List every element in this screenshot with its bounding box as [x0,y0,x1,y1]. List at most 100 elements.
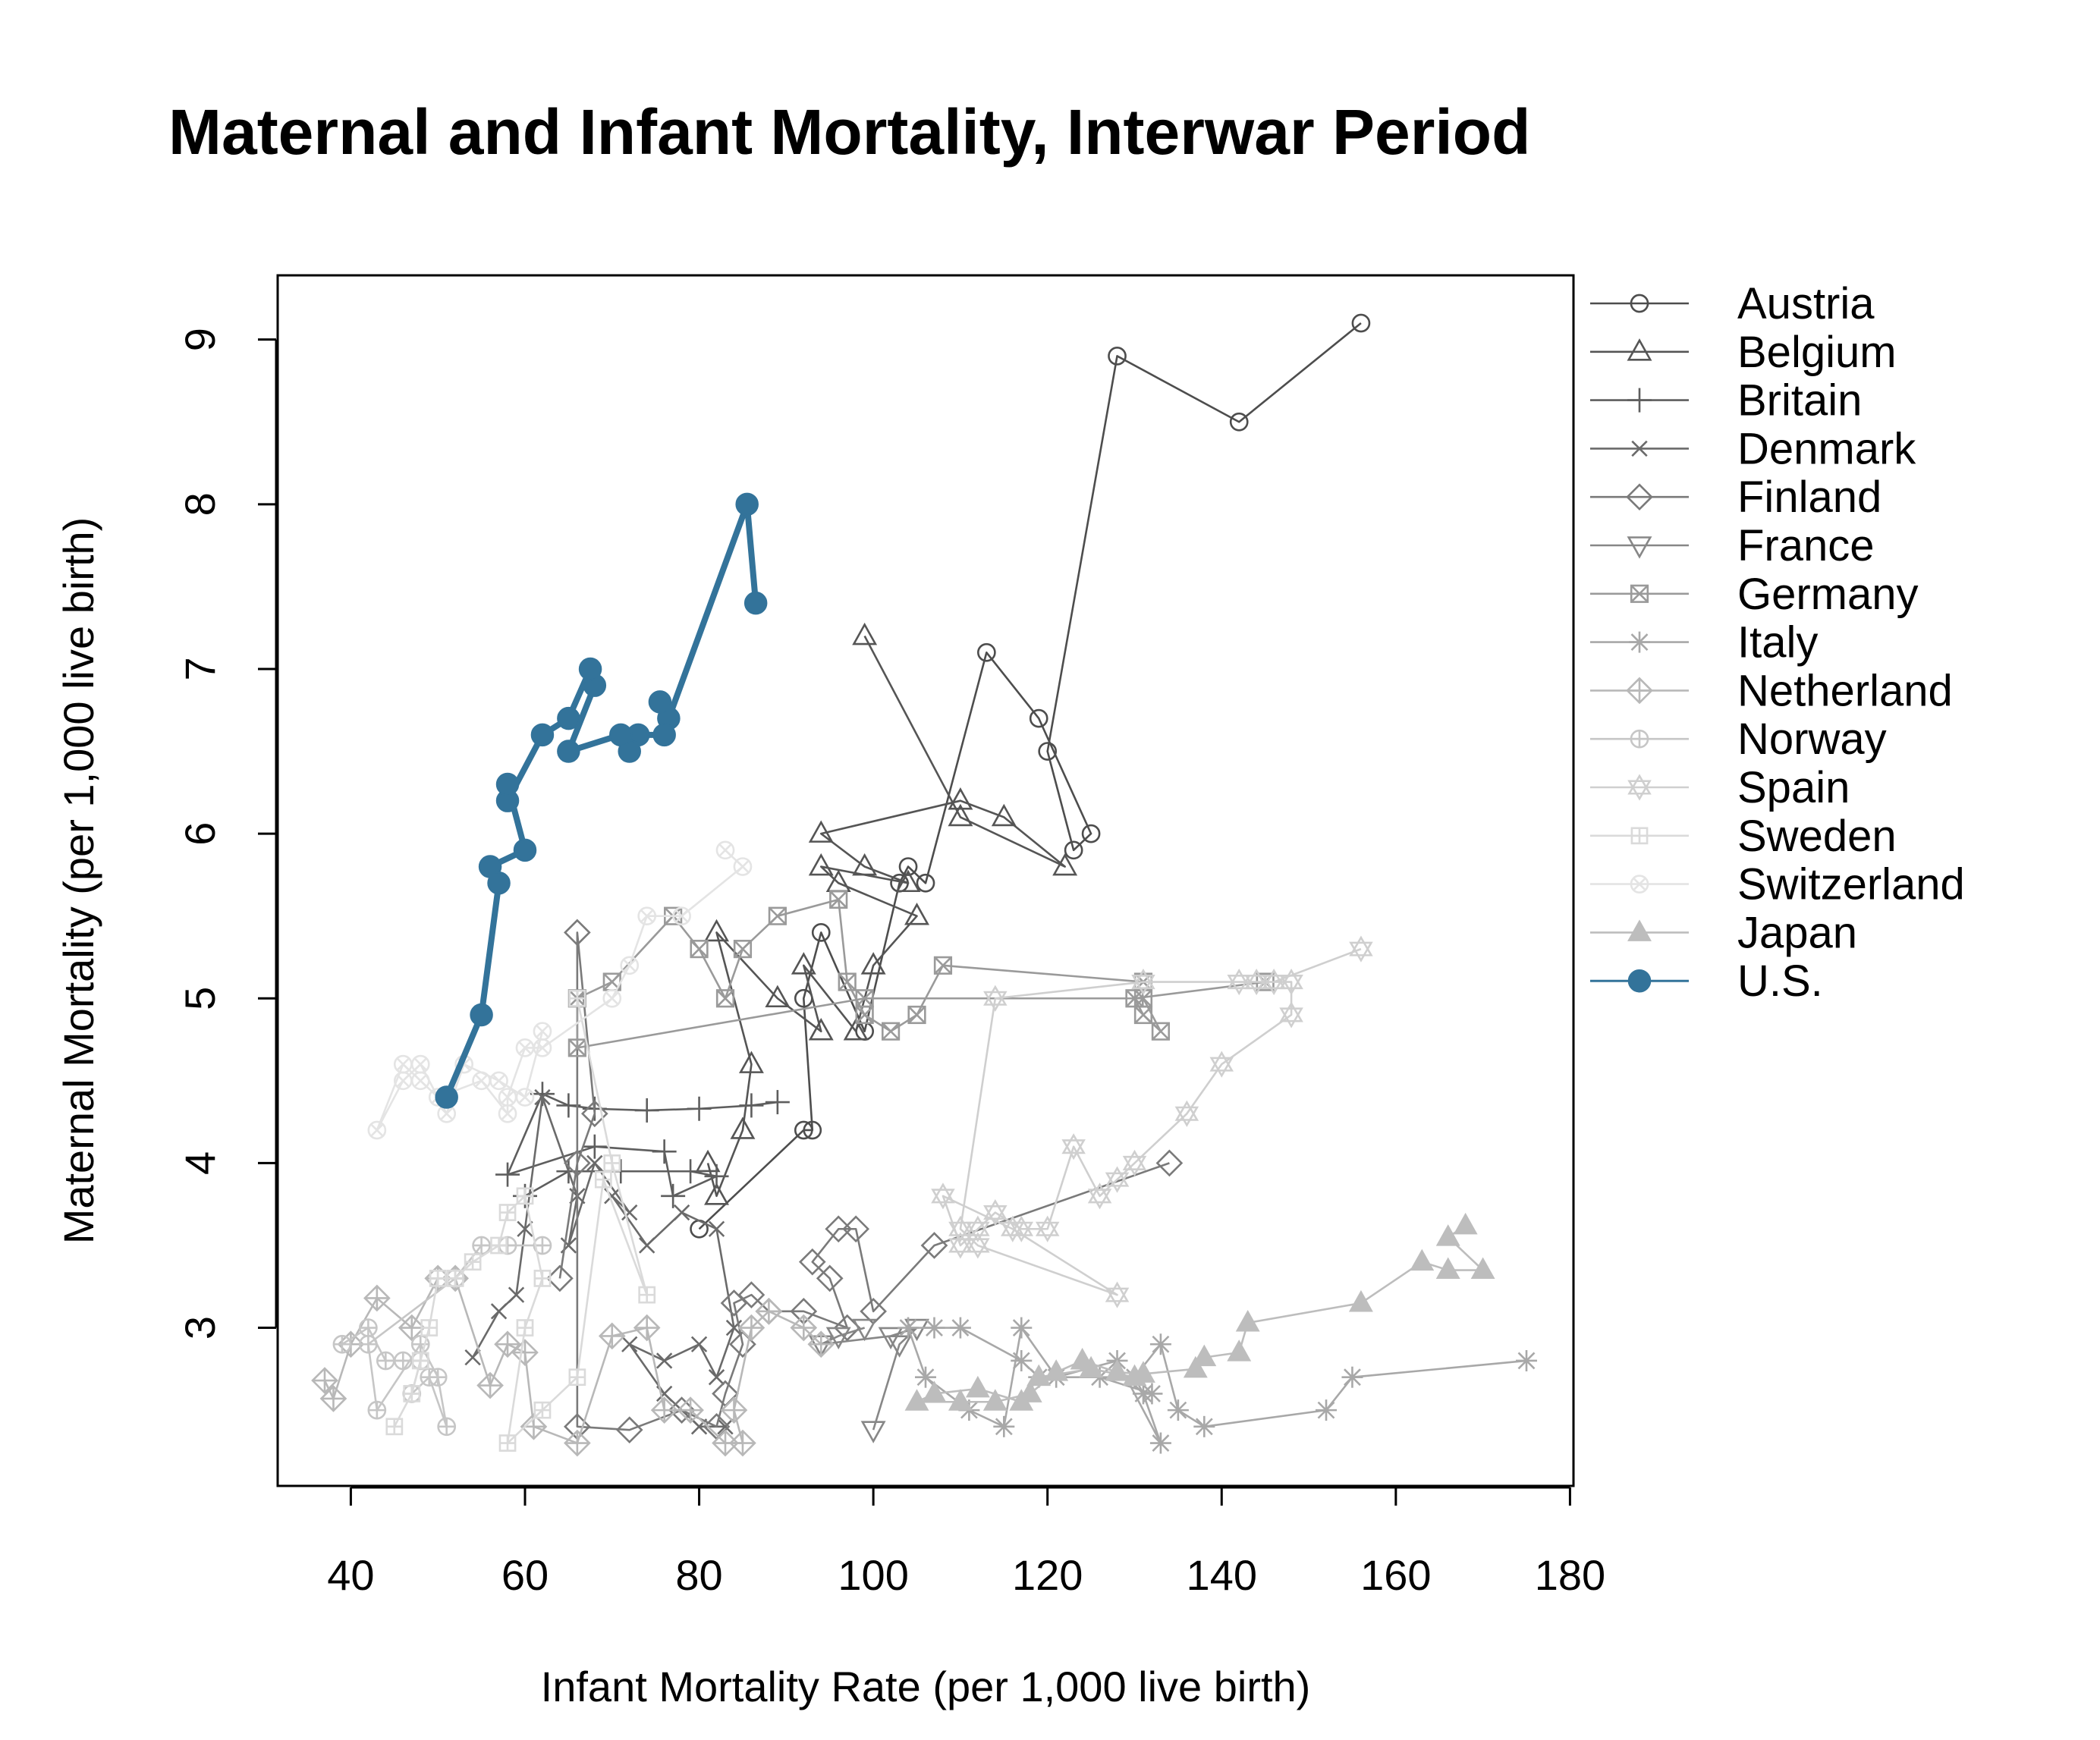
legend-marker-norway [1630,729,1649,749]
data-point-u-s [487,872,511,895]
data-point-belgium [730,1117,756,1139]
data-point-britain [687,1096,712,1121]
data-point-switzerland [515,1088,535,1107]
legend-item-austria: Austria [1590,279,1875,328]
data-point-spain [1279,968,1303,996]
legend-item-denmark: Denmark [1590,424,1916,473]
legend-label: Spain [1737,763,1850,812]
data-point-sweden [568,989,586,1007]
data-point-germany [690,940,709,959]
data-point-norway [428,1368,448,1387]
data-point-denmark [673,1204,690,1221]
data-point-germany [1151,1022,1171,1041]
data-point-japan [904,1389,929,1411]
data-point-norway [437,1417,457,1437]
data-point-denmark [639,1237,655,1254]
data-point-germany [838,972,857,991]
data-point-spain [1105,1281,1130,1308]
data-point-netherland [755,1297,783,1325]
data-point-u-s [513,838,537,862]
data-point-u-s [735,492,759,517]
legend-label: Norway [1737,715,1887,764]
data-point-spain [1087,1183,1112,1210]
data-point-italy [1341,1366,1363,1388]
data-point-sweden [420,1319,439,1336]
data-point-sweden [594,1170,612,1189]
data-point-austria [803,1120,822,1140]
series-japan [904,1212,1495,1411]
data-point-norway [472,1236,491,1255]
data-point-netherland [511,1339,539,1366]
series-italy [898,1317,1538,1454]
data-point-u-s [435,1085,458,1109]
data-point-finland [720,1289,748,1317]
data-point-spain [1105,1166,1130,1193]
data-point-austria [916,873,935,893]
data-point-austria [898,857,918,876]
data-point-finland [920,1232,948,1259]
data-point-norway [359,1318,378,1337]
data-point-italy [1193,1415,1215,1437]
data-point-finland [798,1248,826,1276]
legend-marker-belgium [1627,338,1652,361]
legend-label: Switzerland [1737,860,1965,909]
data-point-netherland [790,1314,818,1342]
legend-item-italy: Italy [1590,618,1818,667]
legend-marker-britain [1627,388,1652,413]
data-point-france [887,1335,913,1358]
data-point-denmark [586,1154,603,1172]
data-point-japan [1453,1212,1478,1235]
data-point-denmark [621,1336,638,1352]
data-point-japan [1079,1355,1104,1378]
data-point-spain [1061,1133,1086,1161]
data-point-belgium [904,903,929,925]
data-point-switzerland [393,1071,413,1091]
data-point-switzerland [489,1071,508,1091]
data-point-austria [1351,313,1371,333]
data-point-italy [1141,1383,1163,1405]
data-point-netherland [677,1396,704,1424]
data-point-u-s [648,690,672,714]
data-point-finland [546,1264,574,1292]
legend-label: U.S. [1737,956,1823,1006]
data-point-switzerland [602,988,622,1008]
data-point-france [878,1327,904,1350]
y-tick-label: 3 [176,1316,224,1340]
data-point-sweden [603,1154,621,1172]
data-point-spain [966,1232,990,1259]
data-point-germany [933,956,953,975]
data-point-denmark [708,1369,725,1386]
data-point-netherland [650,1396,678,1424]
data-point-italy [898,1317,920,1339]
legend-item-sweden: Sweden [1590,812,1897,861]
x-tick-label: 100 [838,1551,908,1599]
legend-marker-denmark [1631,440,1648,457]
data-point-spain [1262,968,1286,996]
data-point-japan [1227,1340,1252,1362]
legend-item-spain: Spain [1590,763,1850,812]
plot-series [311,313,1538,1457]
series-line-austria [698,322,1362,1230]
series-line-u-s [443,501,759,1099]
data-point-switzerland [472,1071,491,1091]
data-point-denmark [708,1220,725,1237]
data-point-spain [1279,1001,1303,1029]
legend-item-germany: Germany [1590,570,1919,619]
data-point-belgium [948,787,973,810]
data-point-netherland [807,1330,835,1358]
series-u-s [435,492,768,1109]
legend-marker-switzerland [1630,875,1649,894]
y-tick-label: 5 [176,987,224,1010]
data-point-switzerland [410,1071,430,1091]
data-point-italy [1167,1399,1189,1421]
data-point-japan [1183,1355,1208,1378]
data-point-sweden [568,1368,586,1387]
x-tick-label: 120 [1012,1551,1083,1599]
data-point-sweden [638,1286,656,1304]
data-point-spain [1227,968,1251,996]
data-point-italy [949,1317,971,1339]
data-point-austria [1081,824,1101,843]
legend-item-britain: Britain [1590,376,1862,426]
data-point-u-s [609,723,633,747]
data-point-sweden [411,1352,429,1370]
